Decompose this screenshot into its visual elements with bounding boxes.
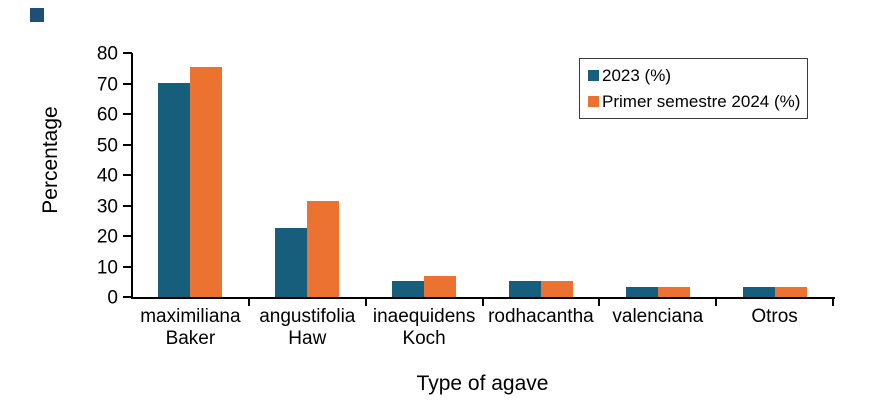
y-tick-70 [123,82,132,85]
bar-series0-cat1 [275,228,308,297]
x-tick-3 [481,297,484,306]
bar-series0-cat4 [625,286,658,297]
y-tick-50 [123,143,132,146]
x-tick-2 [364,297,367,306]
y-tick-10 [123,265,132,268]
bar-series1-cat1 [307,200,340,297]
x-category-label-5: Otros [751,306,798,327]
y-axis-line [131,53,133,299]
y-tick-0 [123,296,132,298]
y-tick-label-40: 40 [96,165,118,187]
bar-series0-cat3 [508,280,541,297]
legend-label-2023: 2023 (%) [602,66,671,85]
bar-series1-cat5 [774,286,807,297]
bar-series1-cat4 [657,286,690,297]
bar-series0-cat2 [392,281,425,297]
x-category-label-2: inaequidens Koch [372,306,476,349]
x-tick-6 [832,297,834,306]
legend-item-2023: 2023 (%) [588,67,799,84]
y-tick-label-50: 50 [96,135,118,156]
y-tick-label-10: 10 [96,257,118,278]
x-tick-5 [715,297,718,306]
bar-series0-cat0 [158,82,191,297]
bar-series1-cat2 [424,275,457,297]
x-tick-4 [598,297,601,306]
legend-swatch-2023-icon [588,70,599,81]
y-tick-label-30: 30 [96,196,118,217]
y-tick-60 [123,113,132,115]
corner-marker-icon [30,8,44,22]
y-tick-label-20: 20 [96,226,118,248]
legend-item-2024: Primer semestre 2024 (%) [588,92,801,111]
y-tick-40 [123,174,132,176]
y-axis-title: Percentage [39,106,62,214]
y-tick-20 [123,235,132,237]
x-category-label-0: maximiliana Baker [140,306,241,349]
bar-series0-cat5 [742,286,775,297]
y-tick-30 [123,204,132,207]
y-tick-80 [123,52,132,54]
legend-label-2024: Primer semestre 2024 (%) [602,92,801,111]
y-tick-label-80: 80 [96,43,118,65]
legend-swatch-2024-icon [588,96,599,107]
bar-series1-cat0 [190,66,223,297]
x-category-label-3: rodhacantha [488,306,594,327]
x-tick-1 [247,297,250,306]
y-tick-label-0: 0 [107,287,118,309]
x-category-label-1: angustifolia Haw [259,306,356,349]
y-tick-label-60: 60 [96,104,118,126]
y-tick-label-70: 70 [96,74,118,95]
bar-series1-cat3 [540,280,573,297]
legend: 2023 (%) Primer semestre 2024 (%) [579,58,808,119]
x-axis-title: Type of agave [416,372,549,395]
x-category-label-4: valenciana [612,306,704,327]
